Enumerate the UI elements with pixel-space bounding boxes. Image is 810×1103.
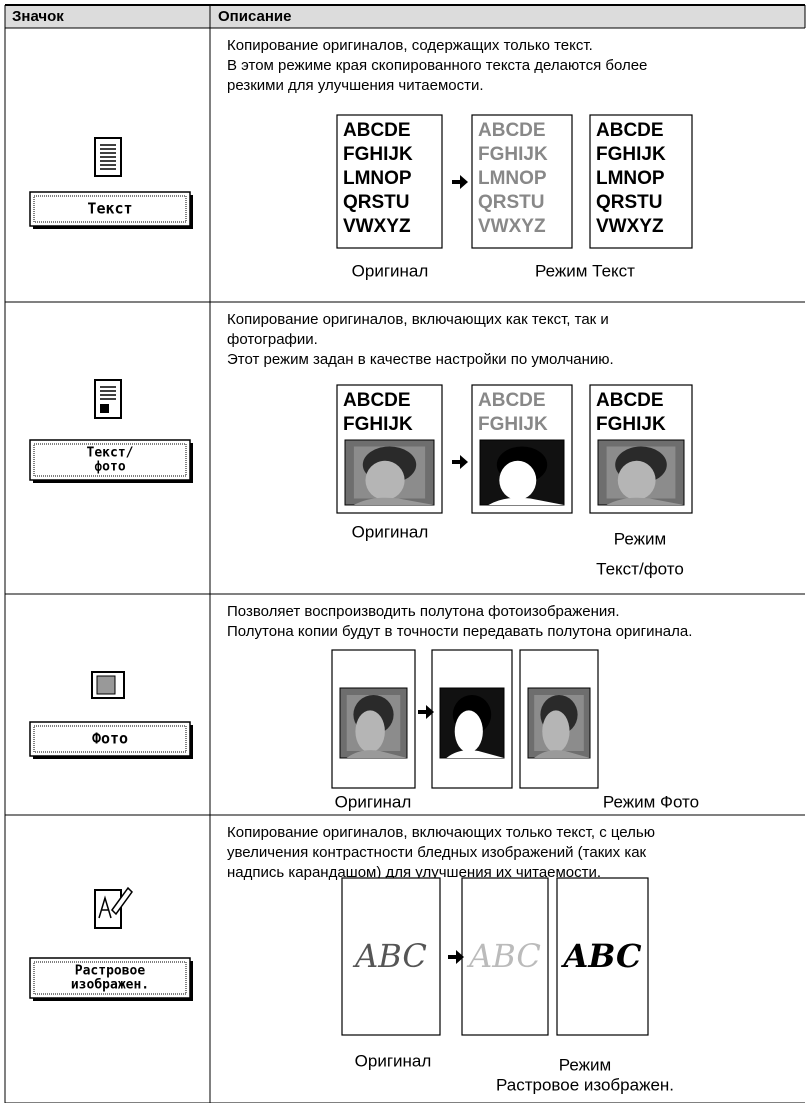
- sample-text: VWXYZ: [596, 216, 664, 237]
- sample-text: QRSTU: [478, 192, 545, 213]
- photo-face: [499, 460, 537, 500]
- photo-shoulder: [446, 750, 504, 758]
- photo-face: [355, 710, 385, 753]
- button-label: Текст: [87, 200, 132, 218]
- icon-pencil: [111, 886, 133, 916]
- sample-text: LMNOP: [343, 168, 412, 189]
- sample-box: [471, 114, 573, 249]
- button-label: фото: [94, 460, 125, 475]
- sample-text: VWXYZ: [343, 216, 411, 237]
- arrow: [448, 950, 464, 964]
- description-line: увеличения контрастности бледных изображ…: [227, 844, 647, 861]
- description-line: надпись карандашом) для улучшения их чит…: [227, 864, 601, 881]
- sample-box: [341, 877, 441, 1036]
- button-label: изображен.: [71, 978, 149, 993]
- button-focus: [33, 443, 187, 477]
- description-line: Этот режим задан в качестве настройки по…: [227, 351, 614, 368]
- sample-box: [461, 877, 549, 1036]
- sample-text: ABCDE: [343, 120, 411, 141]
- sample-text: ABCDE: [596, 390, 664, 411]
- button-label: Растровое: [75, 964, 146, 979]
- icon-picture: [96, 675, 116, 695]
- sample-text: ABC: [352, 937, 427, 975]
- description-line: Копирование оригиналов, включающих как т…: [227, 311, 609, 328]
- button-label: Текст/: [87, 446, 134, 461]
- sample-text: FGHIJK: [343, 144, 413, 165]
- header-description: Описание: [218, 8, 291, 25]
- photo-face: [365, 460, 405, 500]
- sample-text: FGHIJK: [596, 144, 666, 165]
- arrow: [418, 705, 434, 719]
- description-line: Полутона копии будут в точности передава…: [227, 623, 692, 640]
- button-focus: [33, 725, 187, 753]
- sample-text: ABCDE: [478, 390, 546, 411]
- caption-mode: Текст/фото: [596, 559, 684, 578]
- icon-photo: [100, 404, 109, 413]
- caption-original: Оригинал: [352, 522, 429, 541]
- header-icon: Значок: [12, 8, 64, 25]
- sample-text: ABC: [466, 937, 541, 975]
- photo-shoulder: [488, 497, 564, 505]
- sample-text: VWXYZ: [478, 216, 546, 237]
- sample-text: FGHIJK: [478, 144, 548, 165]
- caption-original: Оригинал: [335, 792, 412, 811]
- sample-text: ABCDE: [478, 120, 546, 141]
- description-line: фотографии.: [227, 331, 318, 348]
- caption-original: Оригинал: [355, 1051, 432, 1070]
- sample-text: QRSTU: [596, 192, 663, 213]
- caption-mode: Режим Текст: [535, 261, 635, 280]
- button: [29, 439, 191, 481]
- button-label: Фото: [92, 730, 128, 748]
- sample-box: [556, 877, 649, 1036]
- caption-mode: Режим: [614, 529, 666, 548]
- sample-text: FGHIJK: [478, 414, 548, 435]
- photo-shoulder: [346, 750, 407, 758]
- icon-a: [98, 895, 112, 919]
- sample-text: FGHIJK: [343, 414, 413, 435]
- sample-text: LMNOP: [596, 168, 665, 189]
- button-focus: [33, 195, 187, 223]
- photo-shoulder: [353, 497, 434, 505]
- photo-shoulder: [534, 750, 590, 758]
- caption-mode: Режим: [559, 1055, 611, 1074]
- button: [29, 721, 191, 757]
- sample-text: ABCDE: [343, 390, 411, 411]
- sample-box: [589, 114, 693, 249]
- sample-text: ABCDE: [596, 120, 664, 141]
- description-line: Копирование оригиналов, включающих тольк…: [227, 824, 655, 841]
- caption-original: Оригинал: [352, 261, 429, 280]
- button: [29, 957, 191, 999]
- caption-mode: Режим Фото: [603, 792, 699, 811]
- sample-box: [336, 114, 443, 249]
- photo-face: [454, 710, 483, 753]
- sample-text: QRSTU: [343, 192, 410, 213]
- description-line: резкими для улучшения читаемости.: [227, 77, 484, 94]
- caption-mode: Растровое изображен.: [496, 1075, 674, 1094]
- arrow: [452, 455, 468, 469]
- header-background: [5, 5, 805, 28]
- sample-text: ABC: [561, 937, 642, 975]
- arrow: [452, 175, 468, 189]
- photo-shoulder: [606, 497, 684, 505]
- sample-text: FGHIJK: [596, 414, 666, 435]
- description-line: Копирование оригиналов, содержащих тольк…: [227, 37, 593, 54]
- description-line: В этом режиме края скопированного текста…: [227, 57, 647, 74]
- button: [29, 191, 191, 227]
- button-focus: [33, 961, 187, 995]
- sample-text: LMNOP: [478, 168, 547, 189]
- description-line: Позволяет воспроизводить полутона фотоиз…: [227, 603, 620, 620]
- photo-face: [542, 710, 570, 753]
- photo-face: [617, 460, 656, 500]
